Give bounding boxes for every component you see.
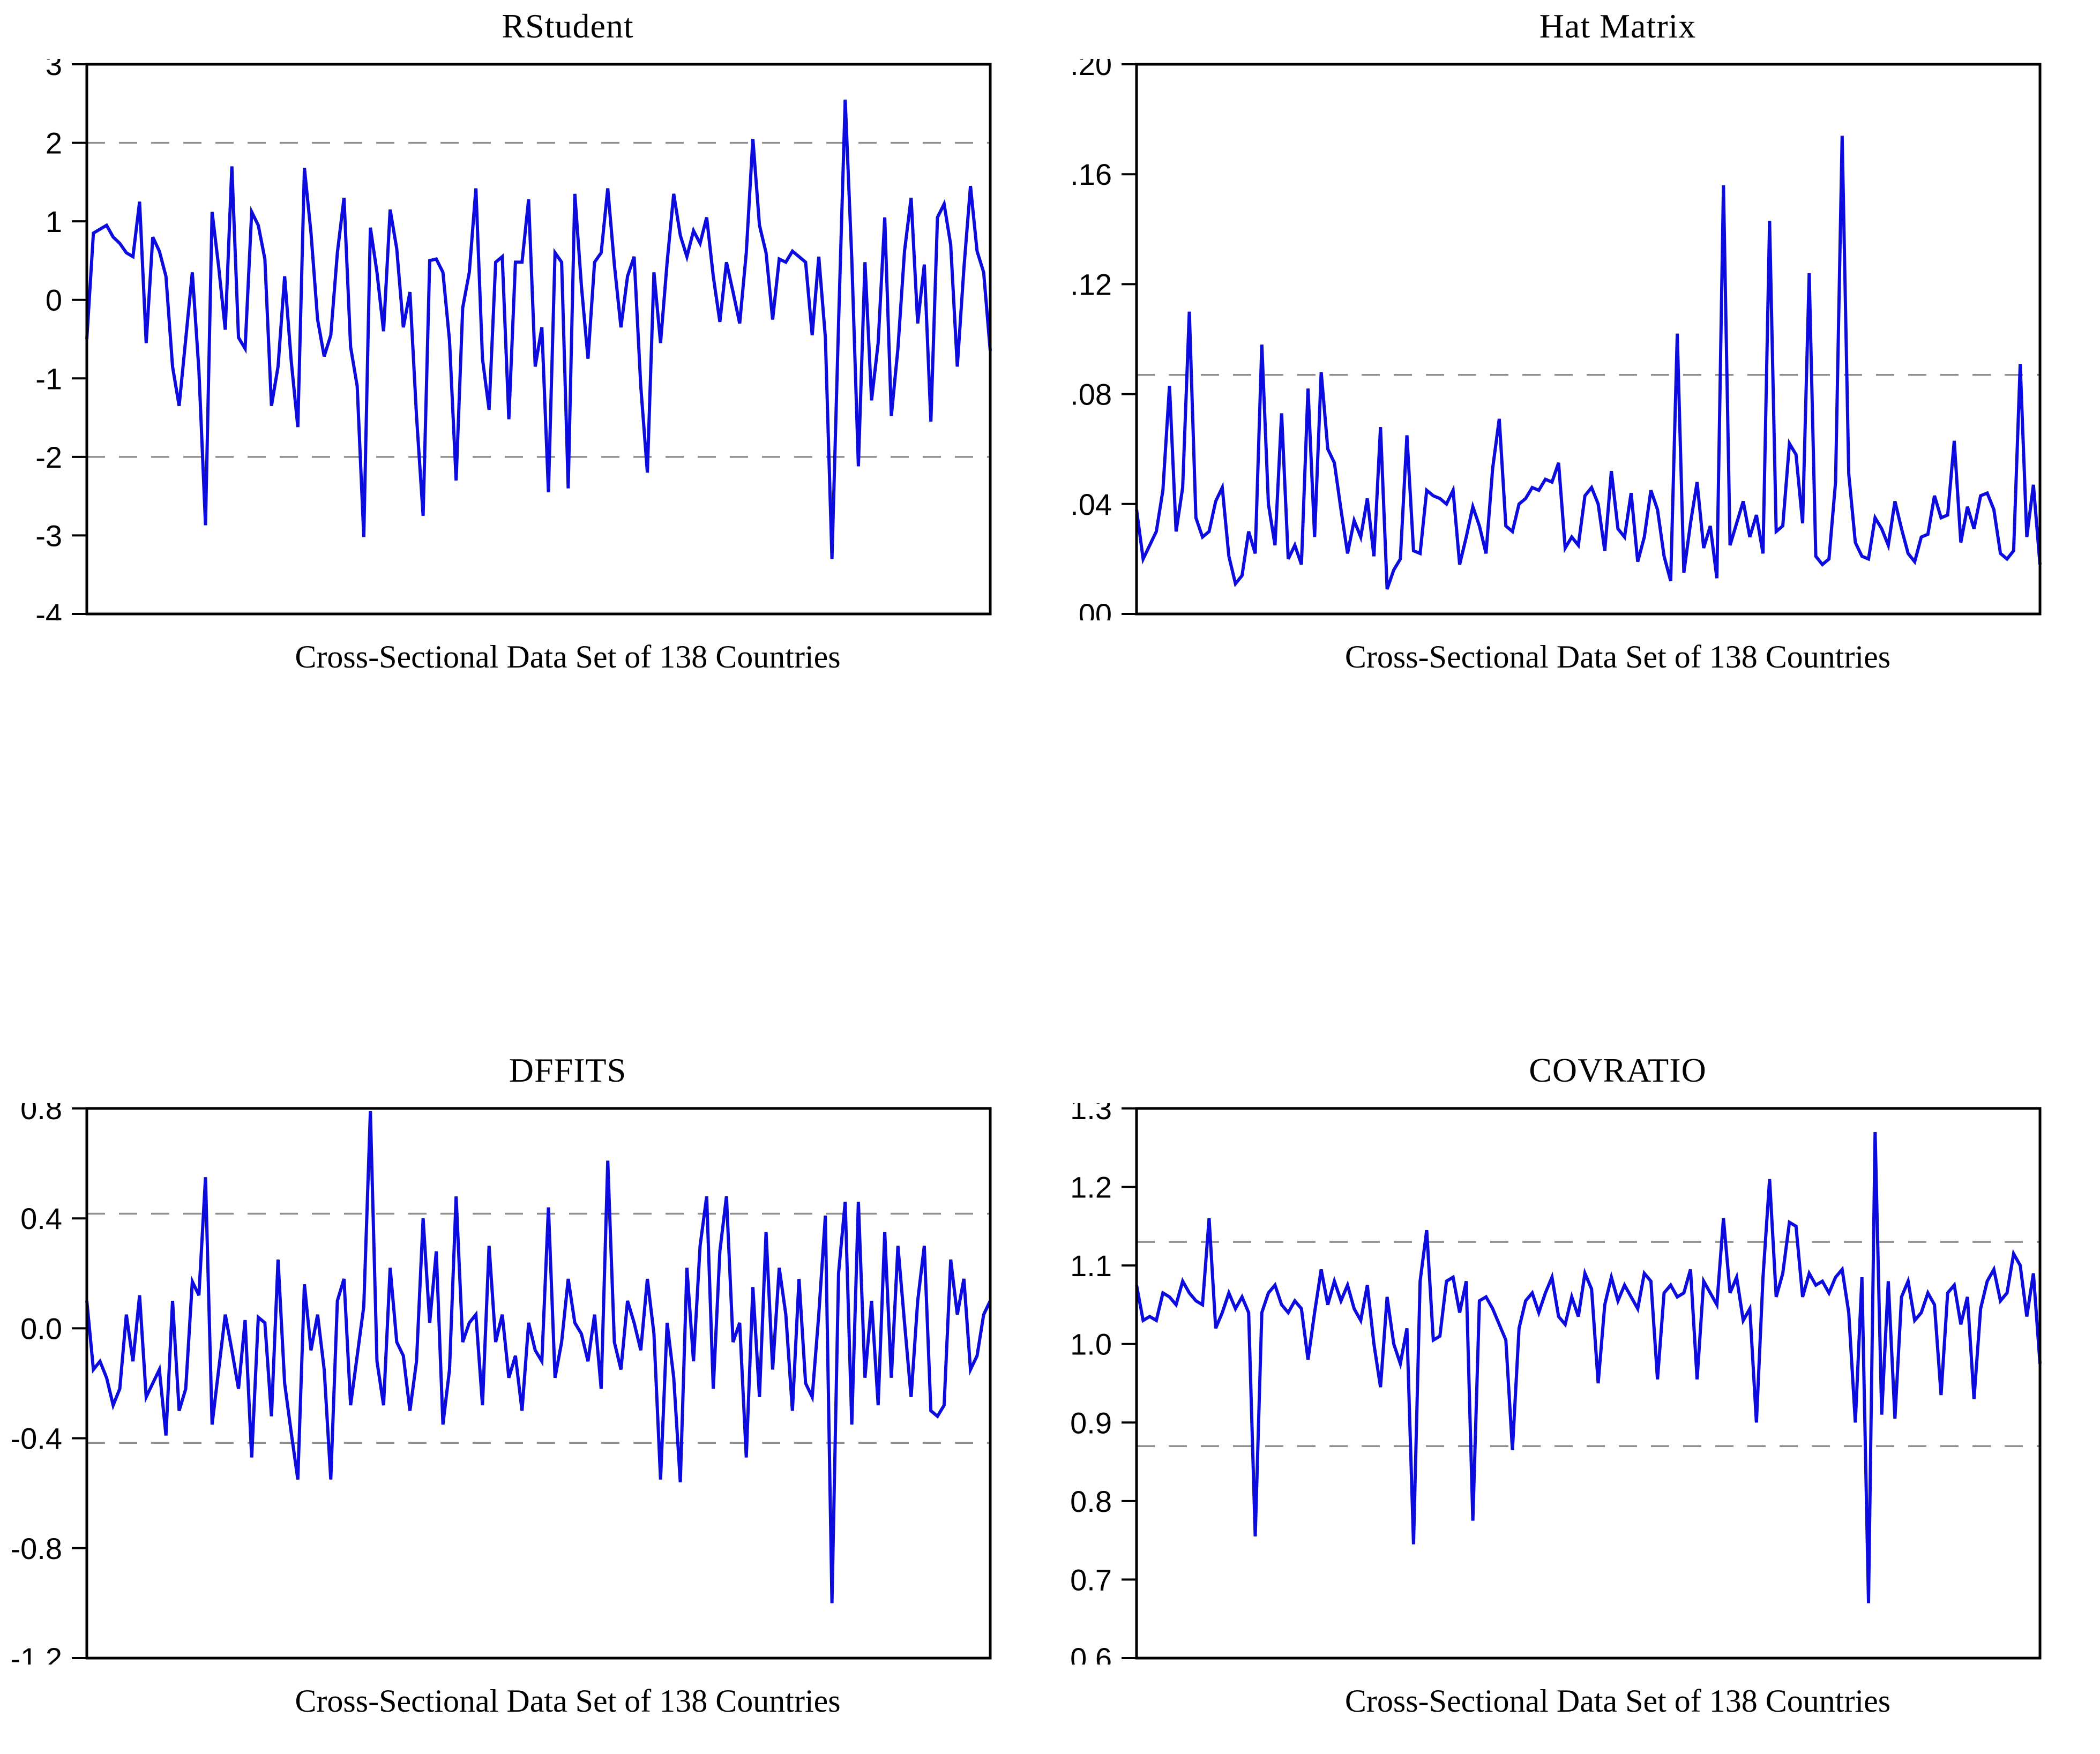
svg-text:-2: -2 [35, 440, 62, 474]
dffits-x-axis-label: Cross-Sectional Data Set of 138 Countrie… [295, 1683, 841, 1719]
top-row: RStudent 3 2 1 0 -1 -2 -3 -4 Cross-Sectional Da… [0, 0, 2100, 676]
svg-text:.20: .20 [1070, 59, 1112, 81]
svg-text:.08: .08 [1070, 378, 1112, 411]
hat-matrix-x-axis-label: Cross-Sectional Data Set of 138 Countrie… [1344, 639, 1891, 674]
covratio-x-axis-label: Cross-Sectional Data Set of 138 Countrie… [1344, 1683, 1891, 1719]
svg-text:1.2: 1.2 [1070, 1171, 1112, 1204]
svg-text:3: 3 [46, 59, 62, 81]
svg-text:1.1: 1.1 [1070, 1249, 1112, 1283]
svg-text:0.6: 0.6 [1070, 1641, 1112, 1665]
rstudent-chart: RStudent 3 2 1 0 -1 -2 -3 -4 Cross-Sectional Da… [0, 0, 1050, 676]
svg-text:-3: -3 [35, 519, 62, 552]
svg-text:-0.8: -0.8 [11, 1532, 63, 1565]
dffits-plot-area: 0.8 0.4 0.0 -0.4 -0.8 -1.2 [0, 1103, 1050, 1665]
svg-text:1: 1 [46, 205, 62, 238]
hat-matrix-chart: Hat Matrix .20 .16 .12 .08 .04 .00 Cross-Sect… [1050, 0, 2100, 676]
bottom-row: DFFITS 0.8 0.4 0.0 -0.4 -0.8 -1.2 Cross-Secti… [0, 1044, 2100, 1720]
svg-text:0.4: 0.4 [20, 1202, 62, 1235]
svg-text:1.0: 1.0 [1070, 1328, 1112, 1361]
rstudent-x-axis-label: Cross-Sectional Data Set of 138 Countrie… [295, 639, 841, 674]
svg-text:0: 0 [46, 283, 62, 317]
rstudent-plot-area: 3 2 1 0 -1 -2 -3 -4 [0, 59, 1050, 620]
dffits-title: DFFITS [509, 1051, 627, 1089]
svg-text:0.8: 0.8 [1070, 1485, 1112, 1518]
hat-matrix-plot-area: .20 .16 .12 .08 .04 .00 [1050, 59, 2100, 620]
svg-text:-4: -4 [35, 597, 62, 620]
hat-matrix-plot: .20 .16 .12 .08 .04 .00 [1070, 59, 2042, 620]
dffits-plot: 0.8 0.4 0.0 -0.4 -0.8 -1.2 [11, 1103, 992, 1665]
svg-text:.12: .12 [1070, 267, 1112, 301]
covratio-title: COVRATIO [1529, 1051, 1707, 1089]
svg-text:1.3: 1.3 [1070, 1103, 1112, 1126]
svg-text:-0.4: -0.4 [11, 1422, 63, 1456]
covratio-plot: 1.3 1.2 1.1 1.0 0.9 0.8 0.7 0.6 [1070, 1103, 2042, 1665]
svg-text:2: 2 [46, 126, 62, 160]
svg-text:0.7: 0.7 [1070, 1563, 1112, 1596]
svg-text:0.8: 0.8 [20, 1103, 62, 1126]
covratio-plot-area: 1.3 1.2 1.1 1.0 0.9 0.8 0.7 0.6 [1050, 1103, 2100, 1665]
svg-text:.00: .00 [1070, 597, 1112, 620]
svg-text:-1.2: -1.2 [11, 1641, 63, 1665]
covratio-chart: COVRATIO 1.3 1.2 1.1 1.0 0.9 0.8 0.7 0.6 Cross-… [1050, 1044, 2100, 1720]
svg-text:-1: -1 [35, 362, 62, 395]
dffits-chart: DFFITS 0.8 0.4 0.0 -0.4 -0.8 -1.2 Cross-Secti… [0, 1044, 1050, 1720]
svg-text:0.0: 0.0 [20, 1311, 62, 1345]
rstudent-plot: 3 2 1 0 -1 -2 -3 -4 [35, 59, 992, 620]
rstudent-title: RStudent [502, 7, 634, 45]
hat-matrix-title: Hat Matrix [1539, 7, 1697, 45]
svg-text:0.9: 0.9 [1070, 1406, 1112, 1440]
svg-text:.04: .04 [1070, 488, 1112, 521]
svg-text:.16: .16 [1070, 158, 1112, 191]
